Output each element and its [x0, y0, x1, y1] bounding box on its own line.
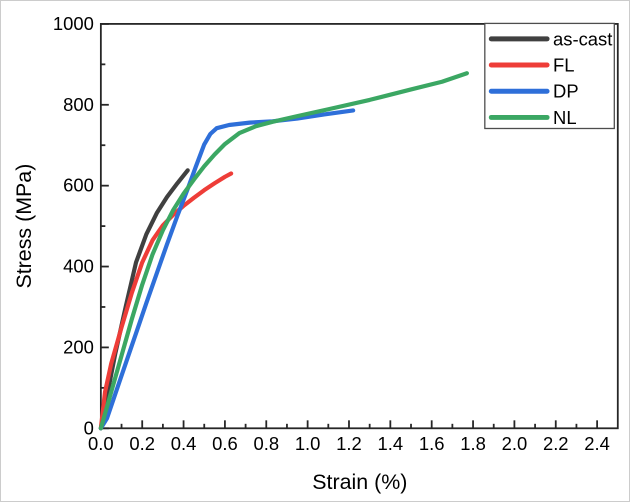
x-tick-label: 1.2 — [336, 433, 362, 454]
x-tick-label: 0.2 — [129, 433, 155, 454]
y-tick-label: 1000 — [53, 13, 94, 34]
y-tick-label: 200 — [63, 336, 94, 357]
y-tick-label: 800 — [63, 94, 94, 115]
y-axis-title: Stress (MPa) — [12, 164, 36, 289]
x-tick-label: 2.0 — [502, 433, 528, 454]
y-tick-label: 600 — [63, 175, 94, 196]
x-tick-label: 2.4 — [584, 433, 610, 454]
x-tick-label: 2.2 — [543, 433, 569, 454]
x-tick-label: 0.0 — [88, 433, 114, 454]
x-axis-title: Strain (%) — [312, 470, 407, 494]
y-tick-label: 400 — [63, 256, 94, 277]
series-line-NL — [98, 71, 469, 431]
series-line-FL — [98, 171, 234, 431]
x-tick-label: 1.8 — [460, 433, 486, 454]
series-line-as-cast — [98, 168, 190, 431]
x-tick-label: 0.6 — [212, 433, 238, 454]
x-tick-label: 0.4 — [171, 433, 197, 454]
x-tick-label: 1.6 — [419, 433, 445, 454]
legend-label-NL: NL — [553, 107, 577, 128]
legend: as-cast FL DP NL — [484, 22, 615, 130]
x-tick-label: 0.8 — [253, 433, 279, 454]
legend-label-as-cast: as-cast — [553, 28, 612, 49]
legend-label-FL: FL — [553, 55, 574, 76]
tick-labels: 0.0 0.2 0.4 0.6 0.8 1.0 1.2 1.4 1.6 1.8 2.0 2.2 2.4 0… — [53, 13, 610, 454]
x-tick-label: 1.4 — [378, 433, 404, 454]
axis-ticks — [99, 23, 599, 430]
legend-label-DP: DP — [553, 81, 579, 102]
series-lines — [98, 71, 469, 431]
y-tick-label: 0 — [84, 417, 94, 438]
x-tick-label: 1.0 — [295, 433, 321, 454]
